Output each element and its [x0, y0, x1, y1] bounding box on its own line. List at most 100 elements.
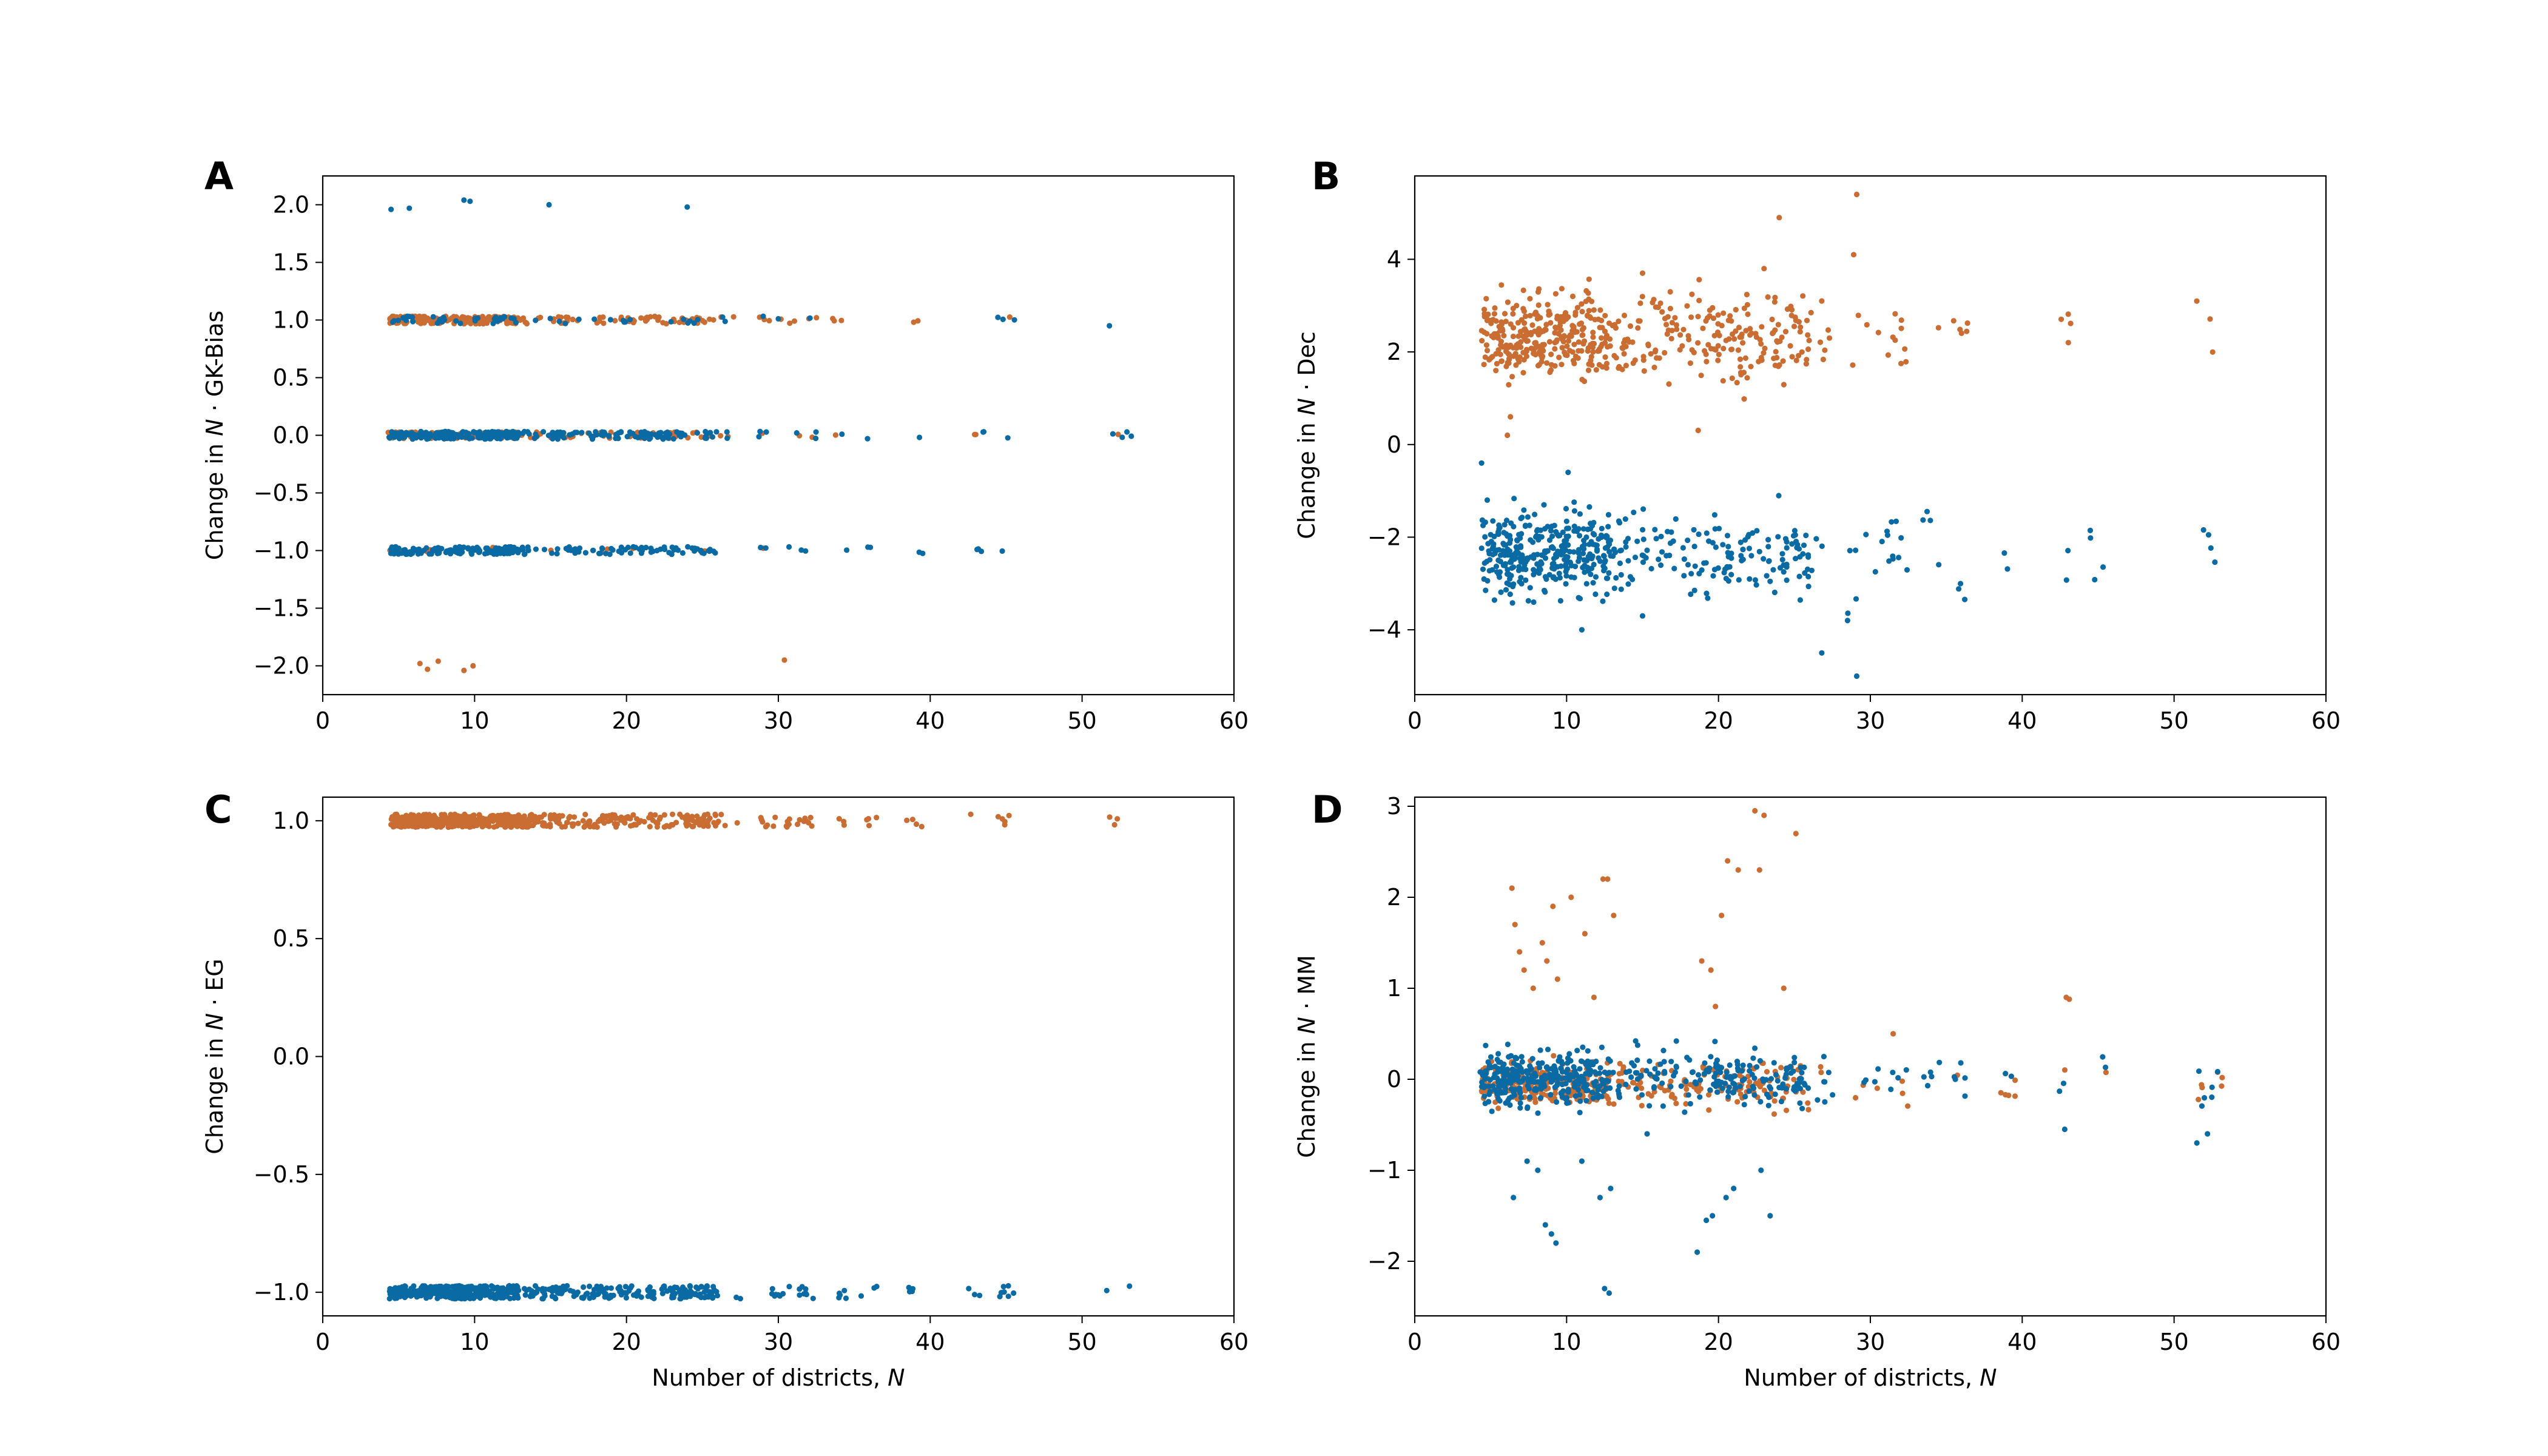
- data-point-series-a: [865, 544, 871, 550]
- data-point-series-a: [1927, 1069, 1933, 1075]
- data-point-series-a: [1503, 587, 1509, 593]
- data-point-series-a: [1704, 530, 1710, 536]
- data-point-series-a: [474, 1291, 480, 1297]
- data-point-series-b: [627, 823, 634, 829]
- data-point-series-a: [1518, 1094, 1525, 1100]
- data-point-series-b: [1705, 342, 1711, 348]
- data-point-series-a: [572, 549, 578, 555]
- data-point-series-b: [695, 817, 701, 823]
- data-point-series-b: [1619, 1079, 1625, 1085]
- data-point-series-a: [414, 1294, 420, 1300]
- data-point-series-a: [703, 433, 709, 440]
- data-point-series-a: [1750, 530, 1756, 536]
- data-point-series-a: [1575, 1087, 1582, 1093]
- data-point-series-a: [1490, 518, 1496, 524]
- data-point-series-b: [1853, 1094, 1859, 1101]
- data-point-series-a: [1518, 1054, 1525, 1060]
- data-point-series-a: [2087, 527, 2094, 534]
- data-point-series-b: [1805, 332, 1811, 338]
- data-point-series-a: [1601, 553, 1607, 559]
- x-tick-label: 40: [915, 1329, 945, 1355]
- data-point-series-b: [1630, 1079, 1636, 1086]
- data-point-series-a: [1616, 1094, 1623, 1100]
- data-point-series-a: [499, 1294, 505, 1300]
- data-point-series-b: [485, 315, 491, 321]
- data-point-series-a: [472, 547, 478, 553]
- y-tick-label: −1: [1367, 1157, 1401, 1184]
- data-point-series-a: [1612, 549, 1619, 556]
- data-point-series-b: [806, 820, 812, 826]
- data-point-series-b: [1697, 1086, 1704, 1092]
- data-point-series-b: [1735, 347, 1741, 353]
- data-point-series-a: [1723, 1195, 1729, 1201]
- data-point-series-b: [1698, 372, 1704, 379]
- data-point-series-a: [1696, 1072, 1702, 1078]
- data-point-series-a: [1779, 556, 1785, 563]
- data-point-series-a: [1821, 1054, 1827, 1060]
- data-point-series-b: [1483, 342, 1489, 348]
- data-point-series-a: [2214, 1068, 2220, 1075]
- data-point-series-a: [1518, 544, 1524, 550]
- data-point-series-a: [1483, 587, 1489, 593]
- data-point-series-b: [1625, 336, 1631, 342]
- data-point-series-a: [2060, 1080, 2067, 1087]
- data-point-series-b: [1571, 324, 1577, 330]
- y-tick-label: 2: [1387, 339, 1401, 365]
- data-point-series-b: [570, 823, 576, 829]
- data-point-series-a: [533, 317, 539, 323]
- data-point-series-b: [1568, 894, 1574, 900]
- data-point-series-a: [1692, 563, 1698, 569]
- data-point-series-a: [473, 1286, 479, 1292]
- data-point-series-b: [1579, 308, 1585, 315]
- data-point-series-b: [1604, 1094, 1610, 1100]
- data-point-series-a: [713, 1289, 720, 1295]
- data-point-series-a: [1488, 1054, 1494, 1060]
- data-point-series-a: [1697, 1077, 1704, 1083]
- data-point-series-b: [2012, 1077, 2018, 1084]
- data-point-series-b: [1741, 369, 1747, 376]
- data-point-series-b: [1818, 1063, 1824, 1070]
- data-point-series-a: [432, 434, 439, 440]
- data-point-series-a: [1844, 618, 1850, 624]
- data-point-series-b: [1737, 334, 1743, 340]
- data-point-series-b: [1756, 867, 1762, 873]
- data-point-series-a: [1815, 1097, 1821, 1103]
- data-point-series-a: [1496, 547, 1502, 553]
- data-point-series-b: [1524, 332, 1530, 339]
- data-point-series-a: [1715, 565, 1721, 571]
- data-point-series-b: [1688, 1082, 1694, 1088]
- data-point-series-a: [1705, 595, 1711, 601]
- data-point-series-b: [552, 814, 558, 820]
- data-point-series-a: [1639, 1092, 1645, 1098]
- data-point-series-a: [1582, 1084, 1588, 1091]
- data-point-series-b: [1747, 1079, 1753, 1085]
- data-point-series-a: [803, 548, 809, 554]
- data-point-series-b: [571, 814, 578, 820]
- data-point-series-b: [795, 821, 801, 827]
- data-point-series-a: [410, 436, 416, 442]
- data-point-series-a: [1736, 577, 1742, 583]
- data-point-series-a: [1534, 551, 1540, 558]
- data-point-series-a: [1936, 1059, 1943, 1065]
- data-point-series-b: [1554, 976, 1560, 982]
- data-point-series-b: [1545, 302, 1551, 308]
- data-point-series-a: [471, 429, 477, 435]
- data-point-series-a: [709, 434, 716, 440]
- data-point-series-a: [404, 313, 410, 319]
- data-point-series-b: [1621, 351, 1627, 357]
- data-point-series-a: [1801, 1064, 1807, 1070]
- data-point-series-b: [831, 318, 837, 324]
- data-point-series-a: [687, 1283, 693, 1289]
- data-point-series-a: [1548, 528, 1554, 534]
- data-point-series-b: [1536, 326, 1542, 332]
- data-point-series-a: [1578, 1058, 1585, 1064]
- data-point-series-b: [425, 666, 431, 672]
- data-point-series-a: [627, 431, 633, 437]
- data-point-series-b: [1553, 339, 1559, 345]
- data-point-series-a: [1538, 1095, 1544, 1101]
- data-point-series-a: [1790, 1068, 1796, 1074]
- data-point-series-a: [1761, 556, 1767, 562]
- data-point-series-a: [1531, 1079, 1537, 1085]
- data-point-series-b: [415, 817, 421, 823]
- data-point-series-a: [623, 1295, 629, 1301]
